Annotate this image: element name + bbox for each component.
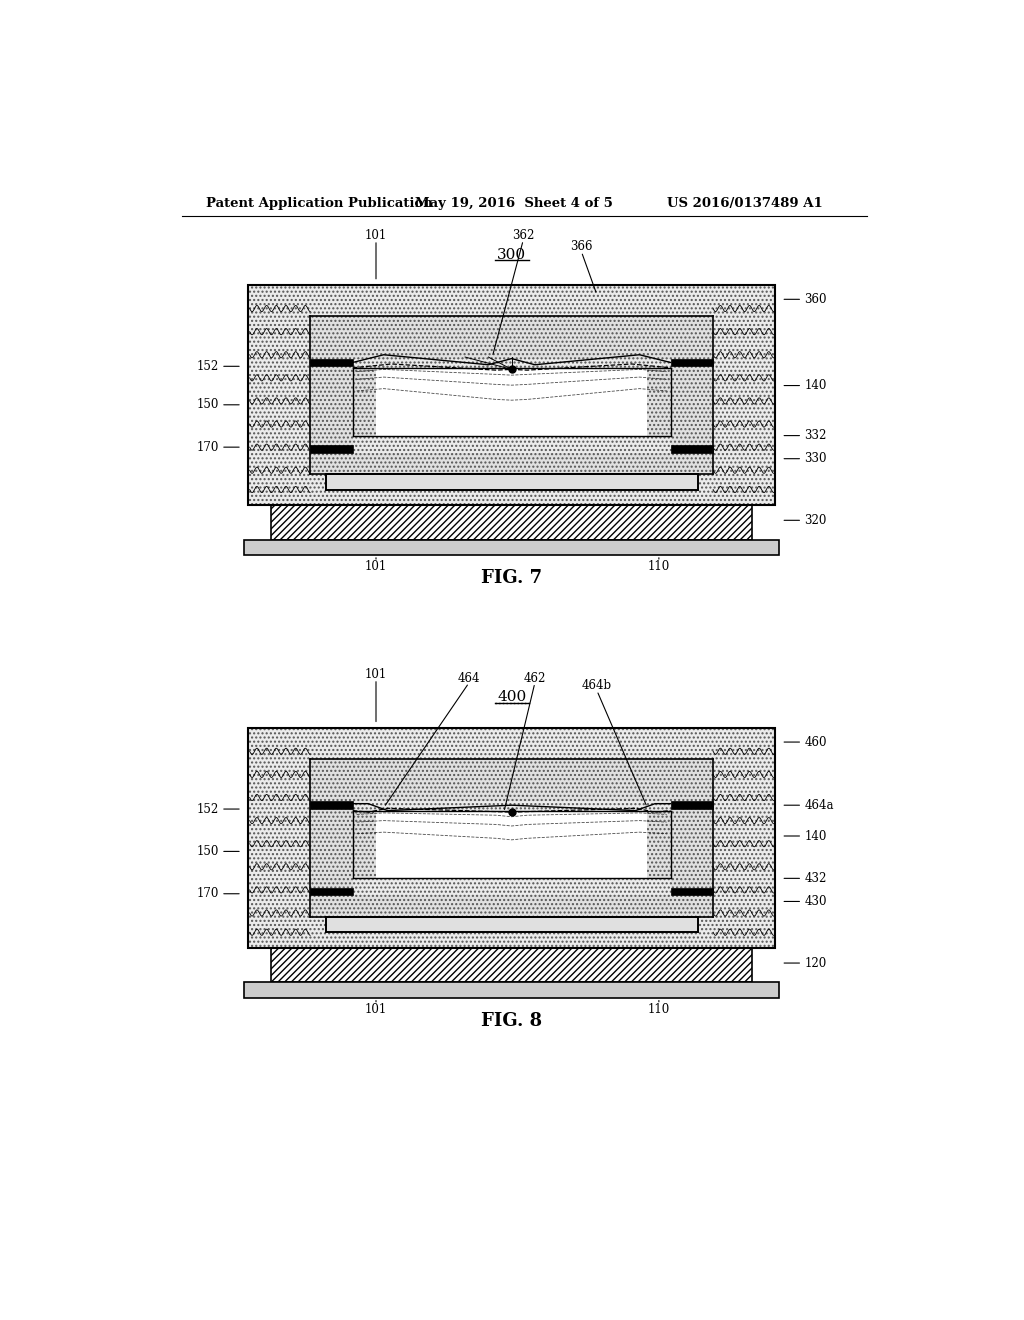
Bar — [310, 759, 713, 801]
Bar — [310, 317, 352, 474]
Bar — [271, 948, 752, 982]
Bar — [310, 759, 352, 917]
Text: 140: 140 — [805, 379, 827, 392]
Text: 150: 150 — [197, 399, 219, 412]
Text: FIG. 7: FIG. 7 — [481, 569, 542, 587]
Bar — [310, 445, 352, 453]
Bar — [326, 917, 697, 932]
Bar — [310, 453, 713, 474]
Text: 170: 170 — [197, 441, 219, 454]
Text: 110: 110 — [648, 560, 670, 573]
Bar — [245, 540, 779, 554]
Text: 152: 152 — [197, 803, 219, 816]
Text: 320: 320 — [805, 513, 827, 527]
Text: US 2016/0137489 A1: US 2016/0137489 A1 — [667, 197, 822, 210]
Text: 152: 152 — [197, 360, 219, 372]
Bar — [671, 887, 713, 895]
Bar — [248, 729, 775, 948]
Text: 362: 362 — [512, 228, 535, 242]
Text: 460: 460 — [805, 735, 827, 748]
Text: 332: 332 — [805, 429, 827, 442]
Bar — [248, 729, 775, 948]
Text: 462: 462 — [523, 672, 546, 685]
Text: 170: 170 — [197, 887, 219, 900]
Bar — [310, 317, 352, 474]
Bar — [352, 368, 376, 436]
Bar — [671, 759, 713, 917]
Text: 430: 430 — [805, 895, 827, 908]
Bar — [310, 801, 352, 809]
Bar — [326, 474, 697, 490]
Text: 150: 150 — [197, 845, 219, 858]
Bar — [310, 895, 713, 917]
Bar — [310, 317, 713, 359]
Text: 300: 300 — [497, 248, 526, 261]
Bar — [310, 359, 352, 367]
Bar — [310, 453, 713, 474]
Text: 330: 330 — [805, 453, 827, 465]
Bar — [352, 810, 376, 878]
Bar — [326, 474, 697, 490]
Bar — [671, 317, 713, 474]
Bar — [248, 729, 775, 948]
Bar — [310, 759, 352, 917]
Text: 432: 432 — [805, 871, 827, 884]
Bar — [310, 895, 713, 917]
Text: 464a: 464a — [805, 799, 835, 812]
Bar — [352, 810, 671, 878]
Bar — [310, 887, 352, 895]
Bar — [271, 506, 752, 540]
Text: 366: 366 — [570, 240, 593, 253]
Bar — [647, 810, 671, 878]
Bar — [671, 317, 713, 474]
Text: 110: 110 — [648, 1003, 670, 1016]
Bar — [671, 359, 713, 367]
Bar — [326, 917, 697, 932]
Text: 101: 101 — [365, 668, 387, 681]
Bar — [248, 285, 775, 506]
Text: 101: 101 — [365, 228, 387, 242]
Bar — [671, 445, 713, 453]
Text: May 19, 2016  Sheet 4 of 5: May 19, 2016 Sheet 4 of 5 — [415, 197, 612, 210]
Text: 464: 464 — [458, 672, 480, 685]
Text: 400: 400 — [497, 690, 526, 705]
Text: 101: 101 — [365, 560, 387, 573]
Bar — [671, 801, 713, 809]
Text: Patent Application Publication: Patent Application Publication — [206, 197, 432, 210]
Bar — [647, 810, 671, 878]
Text: 360: 360 — [805, 293, 827, 306]
Bar — [248, 285, 775, 506]
Bar — [245, 982, 779, 998]
Bar — [326, 917, 697, 932]
Text: FIG. 8: FIG. 8 — [481, 1012, 542, 1030]
Text: 101: 101 — [365, 1003, 387, 1016]
Text: 120: 120 — [805, 957, 826, 970]
Bar — [310, 317, 713, 359]
Bar — [248, 285, 775, 506]
Bar — [647, 368, 671, 436]
Bar — [352, 810, 376, 878]
Bar — [647, 368, 671, 436]
Bar — [671, 759, 713, 917]
Text: 464b: 464b — [582, 680, 612, 693]
Bar — [352, 368, 671, 436]
Bar — [310, 759, 713, 801]
Bar — [352, 368, 376, 436]
Text: 140: 140 — [805, 829, 827, 842]
Bar — [326, 474, 697, 490]
